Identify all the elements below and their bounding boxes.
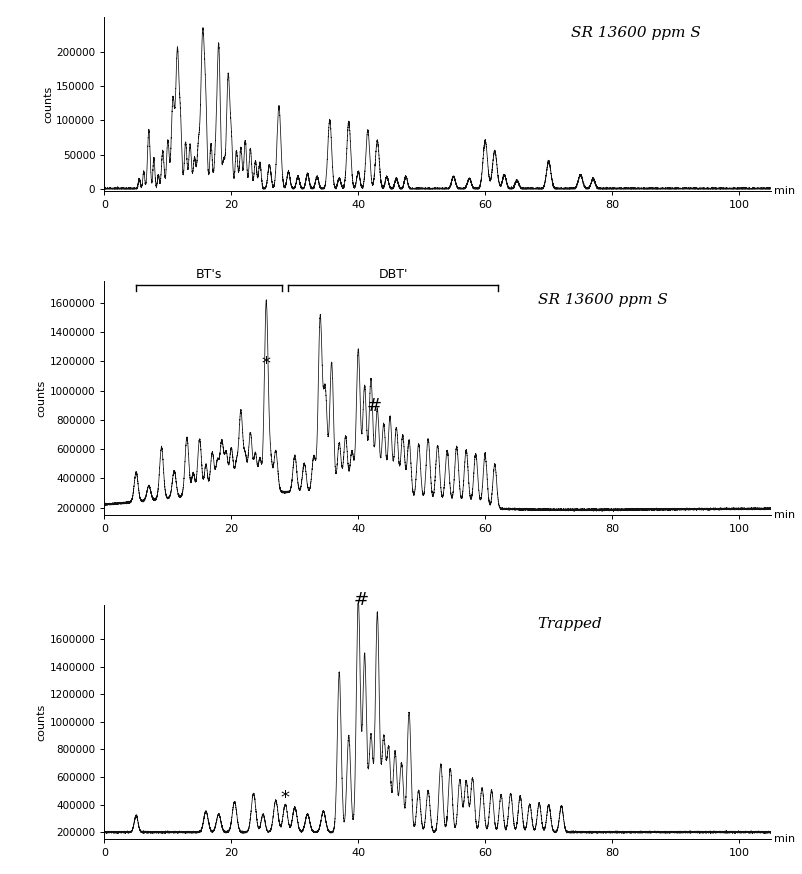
Text: BT's: BT's — [196, 267, 222, 281]
Text: #: # — [354, 591, 369, 609]
Text: #: # — [367, 398, 381, 415]
Text: *: * — [261, 355, 270, 373]
Text: *: * — [281, 789, 290, 808]
Y-axis label: counts: counts — [43, 86, 53, 123]
Y-axis label: counts: counts — [37, 379, 47, 417]
Text: DBT': DBT' — [378, 267, 407, 281]
Y-axis label: counts: counts — [37, 704, 47, 740]
Text: min: min — [773, 186, 794, 196]
Text: min: min — [773, 834, 794, 844]
Text: SR 13600 ppm S: SR 13600 ppm S — [537, 293, 666, 307]
Text: SR 13600 ppm S: SR 13600 ppm S — [570, 26, 700, 40]
Text: min: min — [773, 510, 794, 520]
Text: Trapped: Trapped — [537, 616, 602, 630]
